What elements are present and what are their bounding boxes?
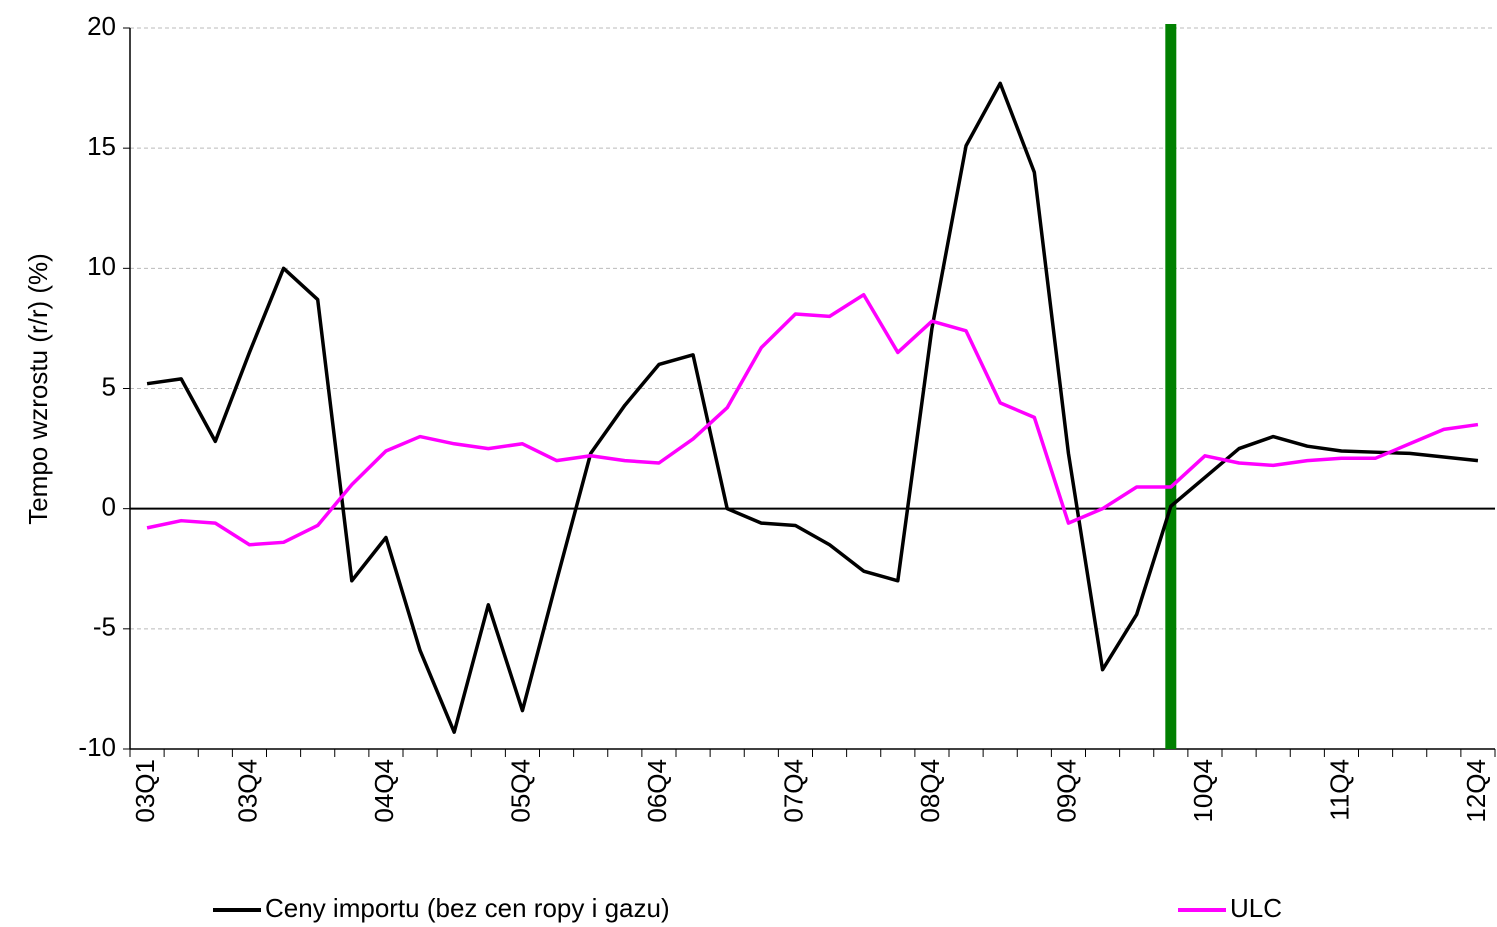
x-tick-label: 03Q4	[232, 759, 262, 823]
y-tick-label: 0	[102, 492, 116, 522]
legend-label: ULC	[1230, 893, 1282, 923]
x-tick-label: 06Q4	[642, 759, 672, 823]
y-tick-label: -10	[78, 732, 116, 762]
y-tick-label: 15	[87, 131, 116, 161]
y-tick-label: 20	[87, 11, 116, 41]
x-tick-label: 09Q4	[1051, 759, 1081, 823]
y-tick-label: 10	[87, 251, 116, 281]
y-tick-label: 5	[102, 371, 116, 401]
x-tick-label: 04Q4	[369, 759, 399, 823]
x-tick-label: 08Q4	[915, 759, 945, 823]
series-line	[146, 293, 1479, 547]
x-tick-label: 11Q4	[1324, 759, 1354, 821]
x-tick-label: 10Q4	[1188, 759, 1218, 823]
x-tick-label: 05Q4	[505, 759, 535, 823]
x-tick-label: 12Q4	[1461, 759, 1491, 823]
y-tick-label: -5	[93, 612, 116, 642]
x-tick-label: 07Q4	[778, 759, 808, 823]
x-tick-label: 03Q1	[130, 759, 160, 823]
series-line	[146, 81, 1479, 734]
y-axis-label: Tempo wzrostu (r/r) (%)	[23, 253, 53, 525]
legend-label: Ceny importu (bez cen ropy i gazu)	[265, 893, 670, 923]
